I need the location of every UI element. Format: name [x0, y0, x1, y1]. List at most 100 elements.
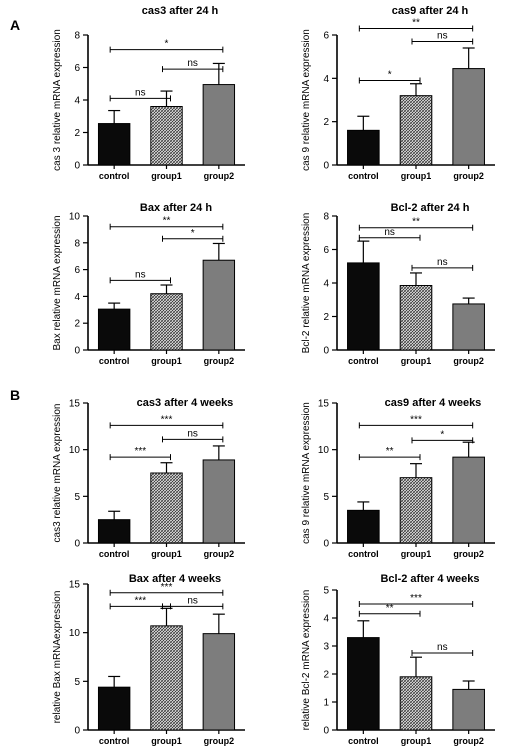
charts-group: cas3 after 24 h cas 3 relative mRNA expre… [52, 5, 495, 746]
y-tick-label: 0 [323, 161, 329, 172]
x-tick-label: group2 [204, 736, 235, 746]
bar-group2 [202, 259, 236, 351]
y-tick-label: 0 [74, 726, 80, 737]
y-axis-label: cas 3 relative mRNA expression [52, 29, 63, 171]
y-tick-label: 15 [69, 580, 81, 591]
bar-group2 [452, 68, 485, 166]
bar-control [97, 123, 131, 166]
chart-8: Bcl-2 after 4 weeks relative Bcl-2 mRNA e… [301, 573, 495, 746]
bar-group1 [150, 472, 183, 544]
bar-group2 [202, 459, 236, 544]
chart-6: cas9 after 4 weeks cas 9 relative mRNA ex… [301, 397, 495, 559]
x-tick-label: group2 [453, 171, 484, 181]
x-tick-label: group1 [151, 356, 182, 366]
y-tick-label: 10 [69, 212, 81, 223]
y-axis-label: cas 9 relative mRNA expression [301, 29, 312, 171]
y-tick-label: 6 [323, 245, 329, 256]
significance-label: *** [161, 582, 173, 593]
chart-title: Bax after 4 weeks [129, 573, 221, 585]
y-tick-label: 8 [74, 31, 80, 42]
x-tick-label: control [99, 171, 130, 181]
significance-label: *** [134, 446, 146, 457]
y-tick-label: 8 [323, 212, 329, 223]
x-tick-label: group1 [151, 736, 182, 746]
significance-label: ** [386, 603, 394, 614]
y-tick-label: 2 [74, 319, 80, 330]
x-tick-label: control [99, 736, 130, 746]
significance-label: ns [135, 87, 146, 98]
significance-label: ns [187, 58, 198, 69]
x-tick-label: group1 [401, 549, 432, 559]
y-tick-label: 5 [323, 492, 329, 503]
chart-title: cas3 after 4 weeks [137, 397, 234, 409]
bar-group2 [452, 303, 485, 351]
significance-label: ** [163, 216, 171, 227]
y-axis-label: Bax relative mRNA expression [52, 215, 63, 350]
y-tick-label: 10 [318, 445, 330, 456]
bar-group1 [399, 676, 433, 731]
x-tick-label: group1 [151, 549, 182, 559]
x-tick-label: group2 [453, 736, 484, 746]
x-tick-label: group1 [401, 356, 432, 366]
y-tick-label: 3 [323, 642, 329, 653]
y-axis-label: cas3 relative mRNA expression [52, 404, 63, 543]
y-tick-label: 0 [74, 346, 80, 357]
significance-label: * [165, 39, 169, 50]
chart-7: Bax after 4 weeks relative Bax mRNAexpres… [52, 573, 245, 746]
significance-label: * [440, 429, 444, 440]
y-tick-label: 5 [74, 492, 80, 503]
x-tick-label: group2 [453, 549, 484, 559]
x-tick-label: group1 [401, 736, 432, 746]
bar-group1 [150, 625, 183, 731]
bar-control [347, 509, 380, 544]
y-tick-label: 5 [74, 677, 80, 688]
x-tick-label: group2 [204, 549, 235, 559]
x-tick-label: control [348, 356, 379, 366]
significance-label: ns [187, 428, 198, 439]
significance-label: *** [161, 414, 173, 425]
bar-group1 [150, 293, 183, 351]
chart-4: Bcl-2 after 24 h Bcl-2 relative mRNA expr… [301, 202, 495, 366]
significance-label: * [191, 228, 195, 239]
y-tick-label: 0 [323, 539, 329, 550]
bar-group1 [150, 106, 183, 166]
x-tick-label: group1 [401, 171, 432, 181]
chart-3: Bax after 24 h Bax relative mRNA expressi… [52, 202, 245, 366]
y-tick-label: 4 [323, 279, 329, 290]
y-tick-label: 0 [323, 346, 329, 357]
y-tick-label: 10 [69, 628, 81, 639]
y-axis-label: cas 9 relative mRNA expression [301, 402, 312, 544]
bar-group1 [399, 95, 433, 166]
bar-control [97, 308, 131, 351]
y-axis-label: Bcl-2 relative mRNA expression [301, 213, 312, 354]
y-tick-label: 5 [323, 586, 329, 597]
x-tick-label: control [348, 171, 379, 181]
significance-label: ** [412, 217, 420, 228]
x-tick-label: control [99, 549, 130, 559]
chart-title: cas3 after 24 h [142, 5, 219, 17]
x-tick-label: group2 [453, 356, 484, 366]
significance-label: *** [134, 595, 146, 606]
y-tick-label: 8 [74, 238, 80, 249]
chart-title: Bcl-2 after 4 weeks [380, 573, 479, 585]
bar-group1 [399, 285, 433, 351]
x-tick-label: group2 [204, 171, 235, 181]
significance-label: ns [384, 227, 395, 238]
chart-title: cas9 after 4 weeks [385, 397, 482, 409]
chart-2: cas9 after 24 h cas 9 relative mRNA expre… [301, 5, 495, 181]
bar-control [97, 519, 131, 544]
bar-group2 [452, 688, 485, 731]
bar-control [347, 637, 380, 731]
chart-title: Bax after 24 h [140, 202, 212, 214]
y-tick-label: 2 [74, 128, 80, 139]
y-axis-label: relative Bcl-2 mRNA expression [301, 590, 312, 731]
x-tick-label: control [348, 736, 379, 746]
bar-control [347, 129, 380, 166]
significance-label: ** [412, 18, 420, 29]
significance-label: ns [437, 31, 448, 42]
y-tick-label: 6 [74, 63, 80, 74]
x-tick-label: control [99, 356, 130, 366]
x-tick-label: control [348, 549, 379, 559]
y-tick-label: 4 [74, 292, 80, 303]
